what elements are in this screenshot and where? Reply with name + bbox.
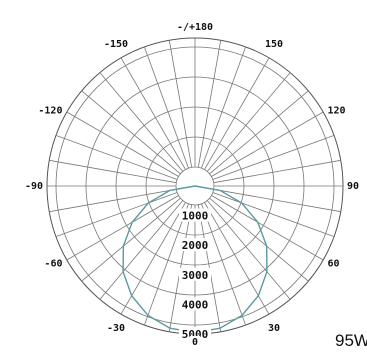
grid-spoke [144, 46, 189, 169]
grid-spoke [55, 135, 178, 180]
radial-label-bg [179, 327, 211, 340]
grid-spoke [81, 90, 181, 175]
angle-label-bg [190, 336, 200, 347]
angle-label: 90 [347, 181, 359, 192]
angle-label: 120 [328, 106, 346, 117]
grid-spoke [211, 111, 324, 177]
grid-spoke [201, 46, 246, 169]
radial-label: 3000 [182, 269, 209, 282]
angle-label: -120 [38, 106, 62, 117]
radial-label-bg [179, 238, 211, 252]
radial-label-bg [179, 267, 211, 281]
angle-label: -60 [44, 259, 62, 270]
grid-spoke [201, 203, 246, 326]
grid-spoke [49, 159, 177, 184]
grid-spoke [81, 197, 181, 282]
grid-spoke [99, 200, 184, 300]
grid-spoke [66, 195, 179, 261]
angle-label: 60 [328, 259, 340, 270]
angle-label: 150 [265, 39, 283, 50]
radial-label: 2000 [182, 239, 209, 252]
grid-spoke [55, 192, 178, 237]
angle-label: 30 [268, 323, 280, 334]
radial-label-bg [179, 208, 211, 222]
grid-spoke [120, 202, 186, 315]
polar-grid [46, 37, 344, 335]
grid-spoke [212, 135, 335, 180]
grid-spoke [213, 188, 341, 213]
radial-label: 1000 [182, 210, 209, 223]
angle-label: -90 [25, 181, 43, 192]
grid-spoke [213, 159, 341, 184]
grid-spoke [144, 203, 189, 326]
radial-label-bg [179, 297, 211, 311]
angle-label: -/+180 [177, 22, 213, 33]
grid-spoke [197, 40, 222, 168]
grid-spoke [120, 57, 186, 170]
grid-spoke [49, 188, 177, 213]
radial-label: 5000 [182, 328, 209, 341]
grid-spoke [99, 72, 184, 172]
grid-spoke [204, 202, 270, 315]
radial-label: 4000 [182, 298, 209, 311]
grid-spoke [206, 72, 291, 172]
angle-label: -30 [107, 323, 125, 334]
grid-spoke [168, 40, 193, 168]
radial-labels: 1000 2000 3000 4000 5000 [179, 208, 211, 341]
grid-spoke [211, 195, 324, 261]
grid-spoke [209, 197, 309, 282]
angle-label: 0 [192, 337, 198, 348]
angle-label: -150 [104, 39, 128, 50]
power-label: 95W [335, 331, 367, 350]
grid-spoke [66, 111, 179, 177]
angle-labels: -/+180 150 -150 120 -120 90 -90 60 -60 30 -30 0 [25, 22, 359, 348]
grid-spoke [204, 57, 270, 170]
grid-spoke [209, 90, 309, 175]
grid-spoke [212, 192, 335, 237]
grid-spoke [206, 200, 291, 300]
